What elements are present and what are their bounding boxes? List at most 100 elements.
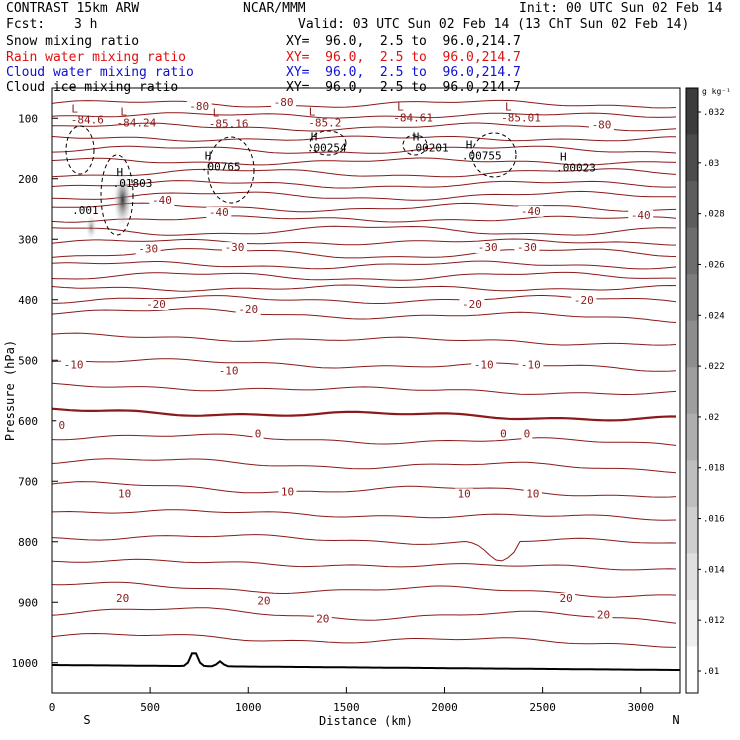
colorbar-tick-label: .028 [703, 210, 725, 220]
isotherm-label: -10 [219, 365, 239, 378]
isotherm-label: -80 [189, 100, 209, 113]
isotherm-line [51, 458, 677, 474]
isotherm-label-bg [628, 210, 654, 222]
colorbar-tick-label: .018 [703, 464, 725, 474]
isotherm-label: 10 [526, 487, 539, 500]
isotherm-label-bg [497, 428, 509, 440]
extremum-mark: H [560, 151, 567, 164]
plot-frame [51, 87, 681, 694]
isotherm-line [51, 284, 677, 292]
extremum-mark: L [71, 102, 78, 115]
colorbar-tick-label: .026 [703, 260, 725, 270]
isotherm-label: -20 [574, 294, 594, 307]
north-label: N [672, 713, 679, 727]
isotherm-label: 10 [458, 487, 471, 500]
field-cloud-water-xy: XY= 96.0, 2.5 to 96.0,214.7 [286, 65, 521, 80]
isotherm-label: -20 [146, 298, 166, 311]
y-tick-label: 600 [18, 415, 38, 428]
isotherm-line [51, 180, 677, 189]
isotherm-label: 0 [255, 427, 262, 440]
colorbar-tick-label: .012 [703, 616, 725, 626]
x-tick-label: 3000 [628, 701, 655, 714]
isotherm-label-bg [455, 488, 474, 500]
isotherm-label: 20 [316, 613, 329, 626]
isotherm-label: -10 [64, 359, 84, 372]
isotherm-label-bg [523, 488, 542, 500]
colorbar-segment [686, 599, 698, 647]
field-snow-name: Snow mixing ratio [6, 34, 140, 49]
isotherm-label-bg [557, 593, 576, 605]
y-tick-label: 1000 [12, 657, 39, 670]
isotherm-label: -30 [517, 241, 537, 254]
isotherm-label-bg [149, 194, 175, 206]
colorbar-segment [686, 506, 698, 554]
y-tick-label: 300 [18, 233, 38, 246]
colorbar-tick-label: .02 [703, 413, 719, 423]
field-rain-name: Rain water mixing ratio [6, 50, 187, 65]
extremum-mark: L [397, 100, 404, 113]
isotherm-line [51, 202, 677, 213]
isotherm-line [51, 271, 677, 281]
isotherm-label: -40 [631, 209, 651, 222]
extremum-value: .01803 [113, 177, 153, 190]
isotherm-label: -40 [521, 205, 541, 218]
isotherm-line [51, 558, 677, 571]
field-rain-xy: XY= 96.0, 2.5 to 96.0,214.7 [286, 50, 521, 65]
isotherm-label-bg [313, 613, 332, 625]
cloud-ice-contours [65, 125, 517, 236]
extremum-value: -84.61 [393, 111, 433, 124]
field-cloud-water-name: Cloud water mixing ratio [6, 65, 194, 80]
cloud-ice-contour [471, 132, 517, 178]
forecast-value: 3 h [74, 17, 98, 32]
isotherm-label: 20 [257, 594, 270, 607]
extremum-value: -85.01 [501, 111, 541, 124]
x-tick-label: 0 [49, 701, 56, 714]
isotherm-label: 0 [59, 419, 66, 432]
colorbar-segment [686, 134, 698, 182]
isotherm-label-bg [271, 96, 297, 108]
colorbar-frame [685, 87, 699, 694]
colorbar-tick-label: .024 [703, 311, 725, 321]
cloud-ice-contour [207, 136, 255, 204]
isotherm-label-bg [518, 359, 544, 371]
forecast-label: Fcst: [6, 17, 46, 32]
colorbar-tick-label: .01 [703, 667, 719, 677]
y-tick-label: 900 [18, 596, 38, 609]
y-tick-label: 200 [18, 173, 38, 186]
isotherm-line [51, 581, 677, 598]
isotherm-line [51, 157, 677, 166]
y-tick-label: 800 [18, 536, 38, 549]
isotherm-line [51, 135, 677, 142]
colorbar-segment [686, 88, 698, 136]
extremum-mark: L [213, 107, 220, 120]
y-tick-label: 100 [18, 112, 38, 125]
isotherm-label: -80 [274, 96, 294, 109]
extremum-mark: H [466, 139, 473, 152]
isotherm-label: 10 [118, 487, 131, 500]
isotherm-label: -30 [478, 241, 498, 254]
valid-time: Valid: 03 UTC Sun 02 Feb 14 (13 ChT Sun … [298, 17, 690, 32]
snow-shade-main [112, 169, 133, 230]
x-tick-label: 500 [140, 701, 160, 714]
isotherm-line [51, 433, 677, 446]
isotherm-label-bg [61, 359, 87, 371]
isotherm-line [51, 607, 677, 624]
isotherm-label-bg [254, 595, 273, 607]
isotherm-label-bg [475, 242, 501, 254]
isotherm-line [51, 168, 677, 178]
x-tick-label: 1000 [235, 701, 262, 714]
isotherm-line [51, 260, 677, 270]
isotherm-label-bg [56, 420, 68, 432]
isotherm-line [51, 145, 677, 154]
isotherm-label-bg [222, 242, 248, 254]
cloud-ice-contour [65, 125, 95, 175]
isotherm-label: -20 [462, 298, 482, 311]
extremum-value: .00755 [462, 150, 502, 163]
isotherm-line [51, 382, 677, 395]
isotherm-label-bg [571, 294, 597, 306]
isotherm-label: -40 [152, 194, 172, 207]
colorbar-tick-label: .016 [703, 515, 725, 525]
isotherm-label: 0 [500, 427, 507, 440]
isotherm-label: 20 [597, 608, 610, 621]
colorbar-segment [686, 320, 698, 368]
